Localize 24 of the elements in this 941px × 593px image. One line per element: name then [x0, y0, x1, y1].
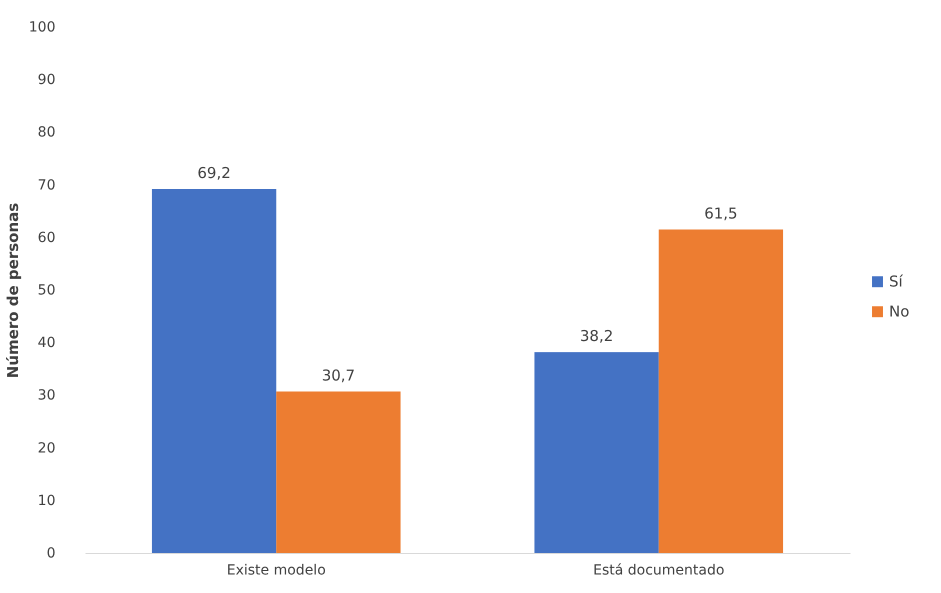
y-tick-label: 0: [46, 546, 56, 562]
y-axis-title: Número de personas: [4, 202, 22, 378]
y-tick-label: 80: [38, 124, 56, 141]
y-tick-label: 40: [38, 335, 56, 352]
data-label: 38,2: [580, 327, 614, 346]
data-label: 30,7: [322, 366, 356, 385]
data-label: 69,2: [197, 164, 231, 182]
bar: [152, 189, 276, 553]
y-tick-label: 60: [38, 230, 56, 246]
x-tick-label: Existe modelo: [226, 562, 326, 578]
bar: [534, 352, 659, 553]
y-tick-label: 10: [38, 492, 56, 509]
y-tick-label: 70: [38, 177, 56, 194]
legend-label: Sí: [889, 272, 904, 291]
y-tick-label: 90: [38, 72, 56, 88]
y-tick-label: 30: [38, 388, 56, 404]
y-tick-label: 50: [38, 282, 56, 298]
x-tick-label: Está documentado: [593, 562, 724, 578]
legend-label: No: [889, 302, 910, 321]
y-tick-label: 100: [28, 20, 56, 36]
bar: [658, 230, 784, 553]
bar: [276, 392, 401, 553]
data-label: 61,5: [704, 204, 738, 223]
y-tick-label: 20: [38, 440, 56, 456]
